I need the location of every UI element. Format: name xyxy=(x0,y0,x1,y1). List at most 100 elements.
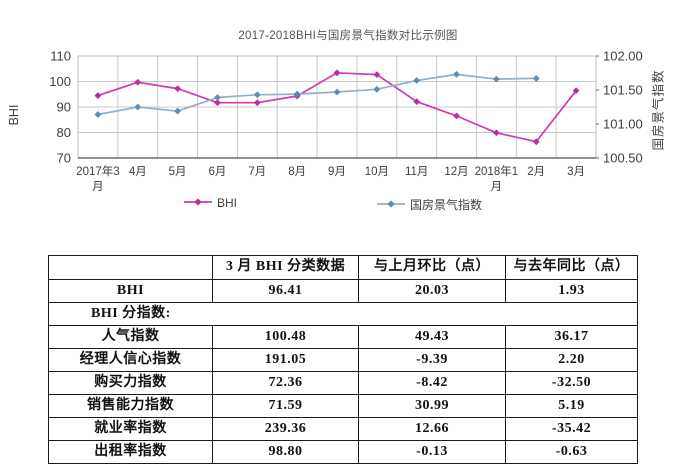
table-section-cell: BHI 分指数: xyxy=(48,302,638,326)
table-cell: 72.36 xyxy=(212,371,359,395)
bhi-trend-chart: 2017-2018BHI与国房景气指数对比示例图 110 100 90 80 70 102… xyxy=(0,30,696,214)
table-cell: 20.03 xyxy=(358,279,506,303)
table-cell: 30.99 xyxy=(358,394,506,418)
data-point xyxy=(453,112,460,120)
table-row: 购买力指数 72.36 -8.42 -32.50 xyxy=(48,371,638,395)
table-cell: -0.13 xyxy=(358,440,506,464)
data-point xyxy=(134,78,142,86)
table-row: 人气指数 100.48 49.43 36.17 xyxy=(48,325,638,349)
table-cell: -35.42 xyxy=(505,417,638,441)
table-row-label: 销售能力指数 xyxy=(48,394,213,418)
bhi-series-marker-icon xyxy=(183,196,213,210)
y-left-tick-label: 90 xyxy=(57,100,71,115)
data-point xyxy=(214,99,221,107)
table-row: 出租率指数 98.80 -0.13 -0.63 xyxy=(48,440,638,464)
legend-label: BHI xyxy=(217,196,238,210)
data-point xyxy=(174,85,182,93)
table-header-cell: 与去年同比（点） xyxy=(505,255,638,280)
x-tick-label: 12月 xyxy=(444,166,468,178)
x-tick-label: 7月 xyxy=(248,166,266,178)
table-row-label: 就业率指数 xyxy=(48,417,213,441)
series-line-1 xyxy=(97,73,537,116)
data-point xyxy=(293,90,301,98)
y-right-tick-label: 102.00 xyxy=(603,49,643,64)
x-tick-label: 3月 xyxy=(567,166,585,178)
table-cell: 12.66 xyxy=(358,417,506,441)
legend-label: 国房景气指数 xyxy=(410,198,483,212)
x-tick-label: 10月 xyxy=(365,166,389,178)
data-point xyxy=(492,129,500,137)
y-right-tick-label: 100.50 xyxy=(603,151,643,166)
y-left-tick-label: 100 xyxy=(49,74,71,89)
data-point xyxy=(572,87,580,95)
table-cell: 100.48 xyxy=(212,325,359,349)
table-row: BHI 分指数: xyxy=(48,302,638,326)
table-cell: -32.50 xyxy=(505,371,638,395)
legend-item-climate-index: 国房景气指数 xyxy=(376,196,482,213)
chart-legend: BHI 国房景气指数 xyxy=(0,196,696,214)
table-cell: 36.17 xyxy=(505,325,638,349)
table-cell: -0.63 xyxy=(505,440,638,464)
table-header: 3 月 BHI 分类数据 与上月环比（点） 与去年同比（点） xyxy=(48,255,638,280)
y-left-tick-label: 70 xyxy=(57,151,71,166)
data-point xyxy=(333,69,341,77)
data-point xyxy=(253,91,261,99)
x-tick-label: 2018年1 月 xyxy=(475,164,518,193)
x-tick-label: 2月 xyxy=(527,166,545,178)
y-left-tick-label: 80 xyxy=(57,125,71,140)
table-row: BHI 96.41 20.03 1.93 xyxy=(48,279,638,303)
x-tick-label: 6月 xyxy=(209,166,227,178)
left-axis-title: BHI xyxy=(7,104,21,126)
data-point xyxy=(94,92,102,99)
data-point xyxy=(94,111,102,118)
table-cell: 1.93 xyxy=(505,279,638,303)
x-tick-label: 2017年3 月 xyxy=(76,164,119,193)
y-right-tick-label: 101.00 xyxy=(603,117,643,132)
data-point xyxy=(532,75,540,82)
data-point xyxy=(214,94,221,101)
table-cell: 49.43 xyxy=(358,325,506,349)
x-tick-label: 9月 xyxy=(328,166,346,178)
chart-title: 2017-2018BHI与国房景气指数对比示例图 xyxy=(238,30,458,42)
bhi-data-table: 3 月 BHI 分类数据 与上月环比（点） 与去年同比（点） BHI 96.41 20.… xyxy=(48,255,638,464)
legend-item-bhi: BHI xyxy=(183,196,237,210)
data-point xyxy=(134,103,142,111)
table-cell: 239.36 xyxy=(212,417,359,441)
x-tick-label: 8月 xyxy=(288,166,306,178)
table-cell: -8.42 xyxy=(358,371,506,395)
y-left-tick-label: 110 xyxy=(50,49,71,64)
table-cell: 96.41 xyxy=(212,279,359,303)
table-row: 经理人信心指数 191.05 -9.39 2.20 xyxy=(48,348,638,372)
table-cell: 5.19 xyxy=(505,394,638,418)
table-header-cell: 与上月环比（点） xyxy=(358,255,506,280)
table-cell: 2.20 xyxy=(505,348,638,372)
data-point xyxy=(333,88,341,96)
data-point xyxy=(413,98,421,106)
table-cell: 191.05 xyxy=(212,348,359,372)
data-point xyxy=(453,70,460,78)
y-right-tick-label: 101.50 xyxy=(603,83,643,98)
table-row-label: 经理人信心指数 xyxy=(48,348,213,372)
data-point xyxy=(532,138,540,146)
data-point xyxy=(373,71,381,79)
table-header-cell xyxy=(48,255,213,280)
data-point xyxy=(373,85,381,93)
data-point xyxy=(413,77,421,84)
table-row-label: BHI xyxy=(48,279,213,303)
table-cell: -9.39 xyxy=(358,348,506,372)
table-row: 销售能力指数 71.59 30.99 5.19 xyxy=(48,394,638,418)
table-row-label: 出租率指数 xyxy=(48,440,213,464)
right-axis-title: 国房景气指数 xyxy=(651,69,666,151)
table-row: 就业率指数 239.36 12.66 -35.42 xyxy=(48,417,638,441)
x-tick-label: 11月 xyxy=(405,166,428,178)
x-tick-label: 5月 xyxy=(169,166,187,178)
table-header-cell: 3 月 BHI 分类数据 xyxy=(212,255,359,280)
data-point xyxy=(253,99,261,107)
data-point xyxy=(174,107,182,115)
table-cell: 71.59 xyxy=(212,394,359,418)
chart-plot-area: 110 100 90 80 70 102.00 101.50 101.00 100.50 2017… xyxy=(49,49,643,194)
data-point xyxy=(492,75,500,83)
table-cell: 98.80 xyxy=(212,440,359,464)
climate-series-marker-icon xyxy=(376,198,406,212)
